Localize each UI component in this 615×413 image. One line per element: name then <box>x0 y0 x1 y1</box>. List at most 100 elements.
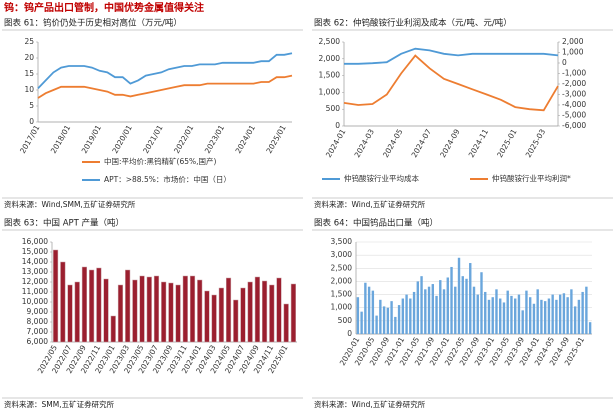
bar <box>89 269 95 343</box>
bar <box>562 293 566 334</box>
y-tick-label: 11,000 <box>22 287 48 296</box>
y-tick-label: 0 <box>29 117 34 126</box>
bar <box>547 298 551 334</box>
y-tick-label: 6,000 <box>27 337 49 346</box>
bar <box>189 275 196 343</box>
bar <box>60 261 66 343</box>
bar <box>573 306 577 334</box>
bar <box>457 257 461 334</box>
bar <box>499 298 502 334</box>
bar <box>454 286 457 334</box>
y2-tick-label: 1,000 <box>562 48 584 57</box>
chart-header: 图表 61：钨价仍处于历史相对高位（万元/吨） <box>4 18 182 29</box>
bar <box>175 284 181 343</box>
y-tick-label: 3,000 <box>331 250 353 259</box>
bar <box>416 281 420 334</box>
y2-tick-label: -6,000 <box>562 121 586 130</box>
y-tick-label: 10,000 <box>22 297 48 306</box>
legend-label: APT：>88.5%：市场价：中国（日） <box>104 174 231 184</box>
y-tick-label: 15,000 <box>22 247 48 256</box>
y-tick-label: 500 <box>338 316 353 325</box>
bar <box>476 294 479 334</box>
bar <box>431 284 434 334</box>
bar <box>517 294 521 334</box>
bar <box>532 303 536 334</box>
bar <box>461 276 464 334</box>
bar <box>551 294 554 334</box>
bar <box>125 269 131 343</box>
x-tick-label: 2024-01 <box>324 127 348 159</box>
y-tick-label: 1,500 <box>319 71 341 80</box>
y-tick-label: 2,000 <box>319 54 341 63</box>
y2-tick-label: -2,000 <box>562 79 586 88</box>
bar <box>233 299 239 343</box>
bar <box>225 277 232 343</box>
bar <box>465 278 468 334</box>
bar <box>528 297 532 334</box>
y2-tick-label: -4,000 <box>562 100 586 109</box>
y-tick-label: 14,000 <box>22 257 48 266</box>
bar <box>495 289 498 334</box>
bar <box>290 283 296 343</box>
bar <box>491 297 494 334</box>
x-tick-label: 2025/01 <box>264 123 287 155</box>
bar <box>103 278 109 343</box>
x-tick-label: 2024/01 <box>234 123 257 155</box>
x-tick-label: 2020/01 <box>110 123 133 155</box>
chart-header: 图表 63：中国 APT 产量（吨） <box>4 218 124 229</box>
x-tick-label: 2023/01 <box>203 123 226 155</box>
bar <box>581 291 584 334</box>
bar <box>204 290 210 343</box>
y2-tick-label: 0 <box>562 58 567 67</box>
y-tick-label: 12,000 <box>22 277 48 286</box>
bar <box>409 298 412 334</box>
page-title: 钨：钨产品出口管制，中国优势金属值得关注 <box>4 1 204 14</box>
bar <box>525 290 528 334</box>
bar <box>81 266 87 343</box>
bar <box>401 298 405 334</box>
legend-label: 仲钨酸铵行业平均成本 <box>344 173 419 183</box>
series-line <box>343 54 559 112</box>
y2-tick-label: -5,000 <box>562 111 586 120</box>
bar <box>412 291 416 334</box>
y-tick-label: 5 <box>29 101 34 110</box>
bar <box>254 276 260 343</box>
x-tick-label: 2021/01 <box>141 123 164 155</box>
bar <box>364 282 367 334</box>
bar <box>146 276 152 343</box>
x-tick-label: 2022/01 <box>172 123 195 155</box>
x-tick-label: 2017/01 <box>18 123 41 155</box>
bar <box>153 275 160 343</box>
bar <box>540 299 543 334</box>
y2-tick-label: -1,000 <box>562 69 586 78</box>
bar <box>382 306 386 334</box>
y-tick-label: 10 <box>24 85 34 94</box>
bar <box>424 289 427 334</box>
bar <box>379 299 382 334</box>
bar <box>510 295 513 334</box>
bar <box>543 301 547 334</box>
x-tick-label: 2018/01 <box>49 123 72 155</box>
bar <box>536 289 539 334</box>
y-tick-label: 2,500 <box>319 37 341 46</box>
y-tick-label: 8,000 <box>27 317 49 326</box>
bar <box>514 298 517 334</box>
bar <box>487 299 491 334</box>
bar <box>394 316 397 334</box>
bar <box>53 249 59 343</box>
x-tick-label: 2024-03 <box>353 127 377 159</box>
chart-header: 图表 62：仲钨酸铵行业利润及成本（元/吨、元/吨） <box>314 18 512 29</box>
bar <box>566 297 569 334</box>
bar <box>110 315 116 343</box>
series-line <box>344 47 559 65</box>
x-tick-label: 2024-07 <box>410 127 434 159</box>
bar <box>211 294 217 343</box>
y2-tick-label: 2,000 <box>562 37 584 46</box>
bar <box>139 275 145 343</box>
bar <box>283 303 289 343</box>
legend-label: 仲钨酸铵行业平均利润* <box>492 173 571 183</box>
y-tick-label: 0 <box>347 329 352 338</box>
chart-source: 资料来源：Wind,五矿证券研究所 <box>314 199 426 209</box>
bar <box>390 301 393 334</box>
y-tick-label: 1,500 <box>331 290 353 299</box>
